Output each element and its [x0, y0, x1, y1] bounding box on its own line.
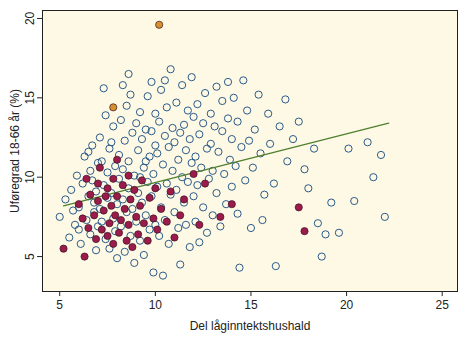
- svg-text:Uføregrad 18-66 år (%): Uføregrad 18-66 år (%): [8, 89, 22, 213]
- svg-text:5: 5: [23, 253, 37, 260]
- svg-text:10: 10: [23, 170, 37, 184]
- svg-text:25: 25: [436, 298, 450, 312]
- svg-text:Del låginntektshushald: Del låginntektshushald: [190, 319, 311, 333]
- svg-text:10: 10: [149, 298, 163, 312]
- svg-text:20: 20: [23, 11, 37, 25]
- svg-text:5: 5: [56, 298, 63, 312]
- svg-text:15: 15: [244, 298, 258, 312]
- svg-text:15: 15: [23, 91, 37, 105]
- svg-text:20: 20: [340, 298, 354, 312]
